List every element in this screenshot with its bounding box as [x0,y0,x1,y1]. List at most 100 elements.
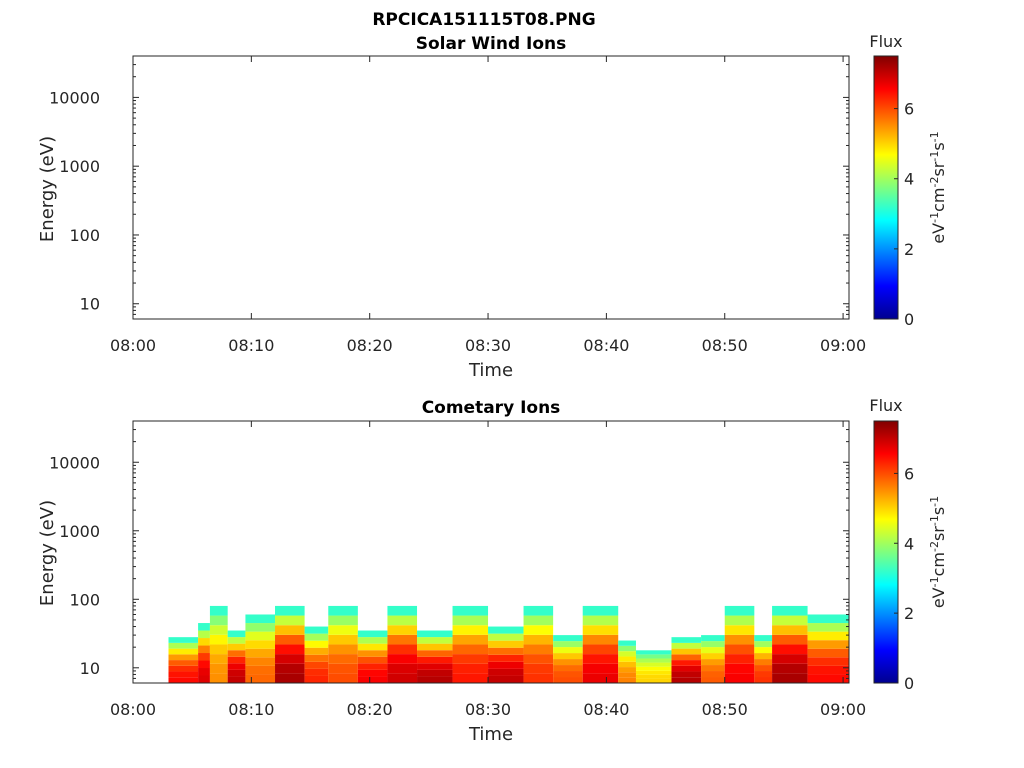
spectrogram-cell [209,615,228,626]
spectrogram-cell [452,663,489,674]
x-tick-label: 08:50 [702,336,748,355]
spectrogram-cell [671,654,702,661]
spectrogram-cell [701,659,725,666]
x-tick-label: 08:00 [110,700,156,719]
spectrogram-cell [671,642,702,649]
spectrogram-cell [553,671,583,678]
colorbar-tick-label: 6 [904,100,914,119]
colorbar-tick-label: 4 [904,170,914,189]
spectrogram-cell [671,637,702,643]
x-axis-ticks: 08:00 08:10 08:20 08:30 08:40 08:50 09:00 [110,421,866,719]
x-tick-label: 08:30 [465,700,511,719]
x-axis-label: Time [468,360,513,381]
spectrogram-cell [523,634,554,645]
spectrogram-cell [582,663,619,674]
x-tick-label: 09:00 [820,336,866,355]
spectrogram-cell [209,634,228,645]
spectrogram-cell [168,642,199,649]
spectrogram-cell [168,660,199,666]
spectrogram-cell [198,623,210,631]
spectrogram-cell [488,654,524,662]
spectrogram-cell [417,630,453,638]
spectrogram-cell [387,625,418,635]
spectrogram-cell [275,663,305,674]
spectrogram-cell [245,665,276,675]
spectrogram-cell [635,670,672,675]
x-tick-label: 08:20 [347,336,393,355]
y-tick-label: 10 [80,659,100,678]
spectrogram-cell [671,665,702,672]
colorbar-gradient [873,55,899,320]
spectrogram-cell [198,675,210,683]
spectrogram-cell [523,673,554,683]
spectrogram-cell [168,654,199,661]
spectrogram-cell [387,673,418,683]
spectrogram-cell [807,665,849,675]
spectrogram-cell [671,671,702,678]
spectrogram-cell [754,653,773,660]
spectrogram-cell [209,663,228,674]
spectrogram-cell [754,671,773,678]
spectrogram-cell [417,669,453,677]
spectrogram-cell [328,644,358,655]
spectrogram-cell [245,623,276,632]
spectrogram-cell [724,644,755,655]
spectrogram-cell [357,663,388,670]
spectrogram-cell [724,605,755,616]
spectrogram-cell [304,661,329,669]
spectrogram-cell [618,667,636,673]
y-axis-label: Energy (eV) [37,136,58,242]
spectrogram-cell [245,674,276,683]
colorbar-tick-label: 2 [904,240,914,259]
spectrogram-cell [275,673,305,683]
spectrogram-cell [807,657,849,666]
spectrogram-cell [523,625,554,635]
chart-title: Solar Wind Ions [416,34,567,54]
spectrogram-cell [417,663,453,670]
spectrogram-cell [198,638,210,646]
colorbar-gradient [873,420,899,684]
spectrogram-cell [772,615,808,626]
spectrogram-cell [618,656,636,662]
spectrogram-cell [245,631,276,641]
spectrogram-area [168,605,849,683]
spectrogram-cell [807,674,849,683]
spectrogram-cell [198,630,210,639]
spectrogram-cell [582,654,619,664]
spectrogram-cell [488,647,524,655]
spectrogram-cell [582,615,619,626]
colorbar-unit-label: eV-1cm-2sr-1s-1 [928,496,949,608]
spectrogram-cell [227,650,246,657]
spectrogram-cell [168,665,199,672]
spectrogram-cell [452,634,489,645]
spectrogram-cell [198,653,210,661]
spectrogram-cell [635,666,672,671]
spectrogram-cell [671,677,702,683]
spectrogram-cell [523,663,554,674]
spectrogram-cell [635,658,672,663]
spectrogram-cell [198,668,210,676]
colorbar-unit-label: eV-1cm-2sr-1s-1 [928,131,949,243]
spectrogram-cell [328,605,358,616]
spectrogram-cell [304,675,329,683]
spectrogram-cell [488,668,524,676]
x-axis-label: Time [468,724,513,745]
spectrogram-cell [417,656,453,664]
spectrogram-cell [618,651,636,657]
spectrogram-cell [209,644,228,655]
spectrogram-cell [168,648,199,655]
spectrogram-cell [328,615,358,626]
spectrogram-cell [304,647,329,655]
spectrogram-cell [724,654,755,664]
spectrogram-cell [553,647,583,654]
spectrogram-cell [582,673,619,683]
spectrogram-cell [417,650,453,657]
spectrogram-cell [209,625,228,635]
spectrogram-cell [357,643,388,651]
y-tick-label: 10000 [49,453,100,472]
colorbar: 0 2 4 6 eV-1cm-2sr-1s-1 [873,420,949,693]
spectrogram-cell [635,678,672,683]
spectrogram-cell [635,650,672,655]
spectrogram-cell [209,654,228,664]
y-tick-label: 1000 [59,157,100,176]
